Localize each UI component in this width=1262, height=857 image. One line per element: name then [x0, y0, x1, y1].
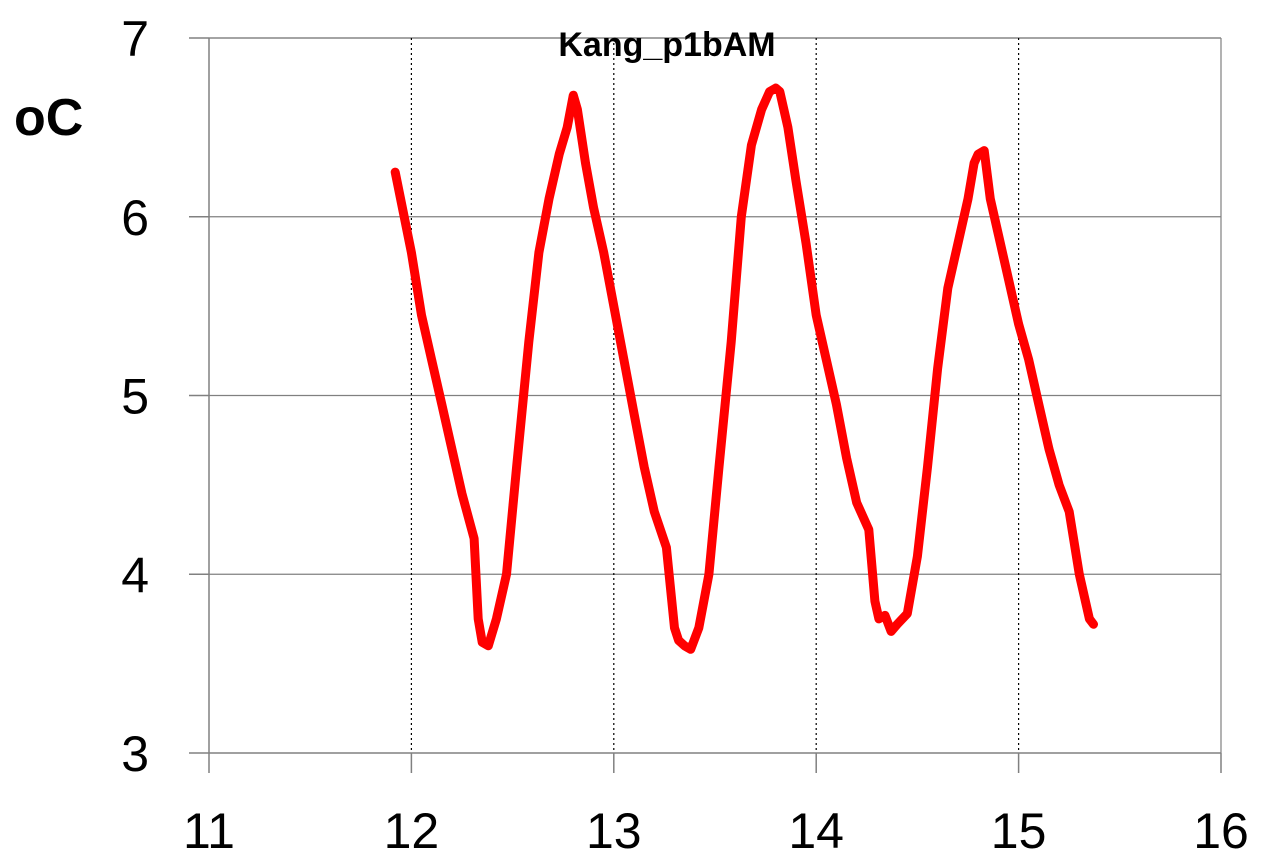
x-tick-label: 13 — [586, 803, 642, 857]
x-tick-label: 12 — [384, 803, 440, 857]
series-line-0 — [390, 83, 1098, 654]
y-tick-labels: 3 4 5 6 7 — [121, 11, 149, 782]
horizontal-grid — [209, 37, 1221, 575]
y-tick-label: 4 — [121, 547, 149, 603]
y-axis-label: oC — [14, 89, 83, 147]
y-tick-label: 6 — [121, 190, 149, 246]
x-tick-label: 11 — [183, 803, 235, 857]
x-tick-labels: 11 12 13 14 15 16 — [183, 803, 1249, 857]
chart-title: Kang_p1bAM — [558, 26, 775, 64]
x-tick-label: 16 — [1193, 803, 1249, 857]
y-tick-label: 7 — [121, 11, 149, 67]
x-tick-label: 15 — [991, 803, 1047, 857]
vertical-grid — [410, 38, 1222, 753]
y-tick-label: 3 — [121, 726, 149, 782]
axis-ticks — [189, 37, 1222, 773]
y-tick-label: 5 — [121, 369, 149, 425]
x-tick-label: 14 — [788, 803, 844, 857]
series-layer — [390, 83, 1098, 654]
